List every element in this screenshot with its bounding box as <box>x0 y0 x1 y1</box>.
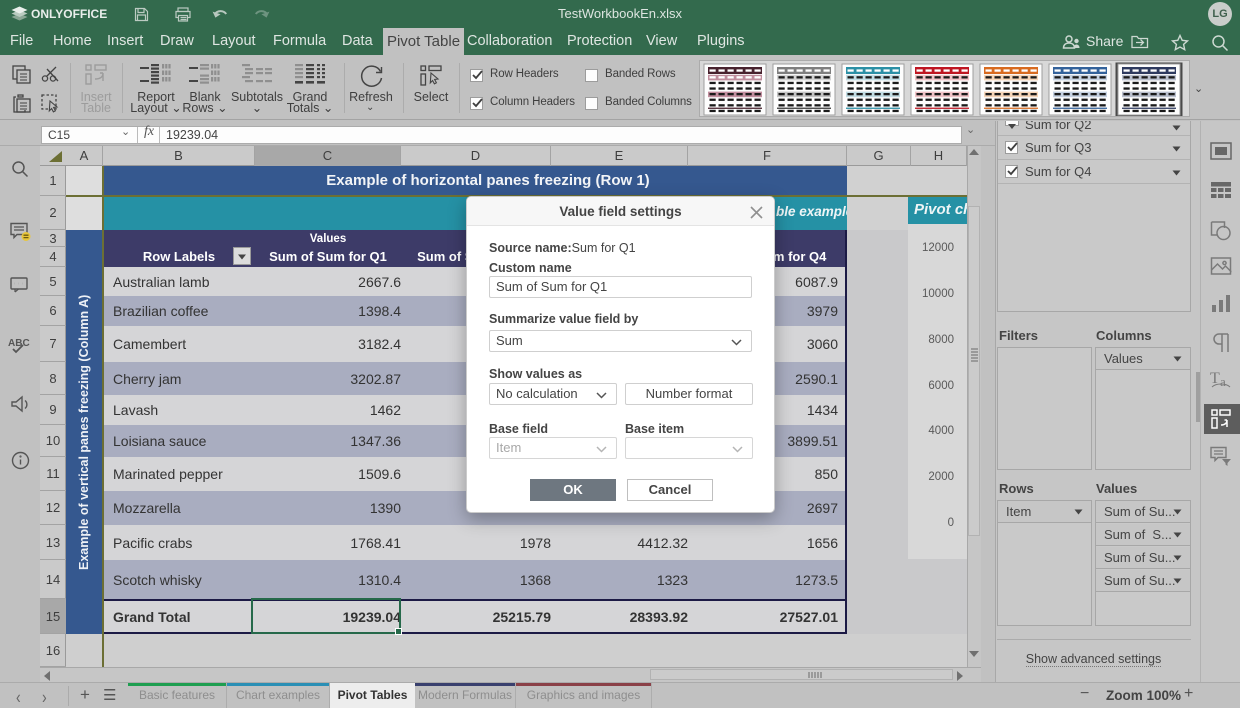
svg-text:T: T <box>1210 370 1220 387</box>
svg-text:a: a <box>1220 374 1226 388</box>
svg-text:ABC: ABC <box>8 338 30 349</box>
